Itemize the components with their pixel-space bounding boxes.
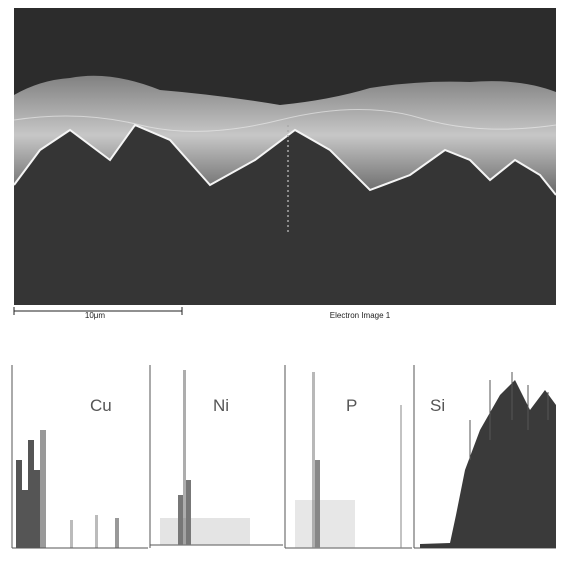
image-caption: Electron Image 1	[330, 311, 391, 320]
sem-image	[13, 8, 557, 305]
panel-label: Ni	[213, 396, 229, 415]
scale-label: 10μm	[85, 311, 106, 320]
panel-label: Si	[430, 396, 445, 415]
eds-trace-ni	[160, 370, 250, 545]
panel-label: Cu	[90, 396, 112, 415]
eds-trace-p	[295, 372, 402, 548]
eds-trace-si	[420, 372, 556, 548]
eds-trace-cu	[16, 430, 119, 548]
panel-label: P	[346, 396, 357, 415]
